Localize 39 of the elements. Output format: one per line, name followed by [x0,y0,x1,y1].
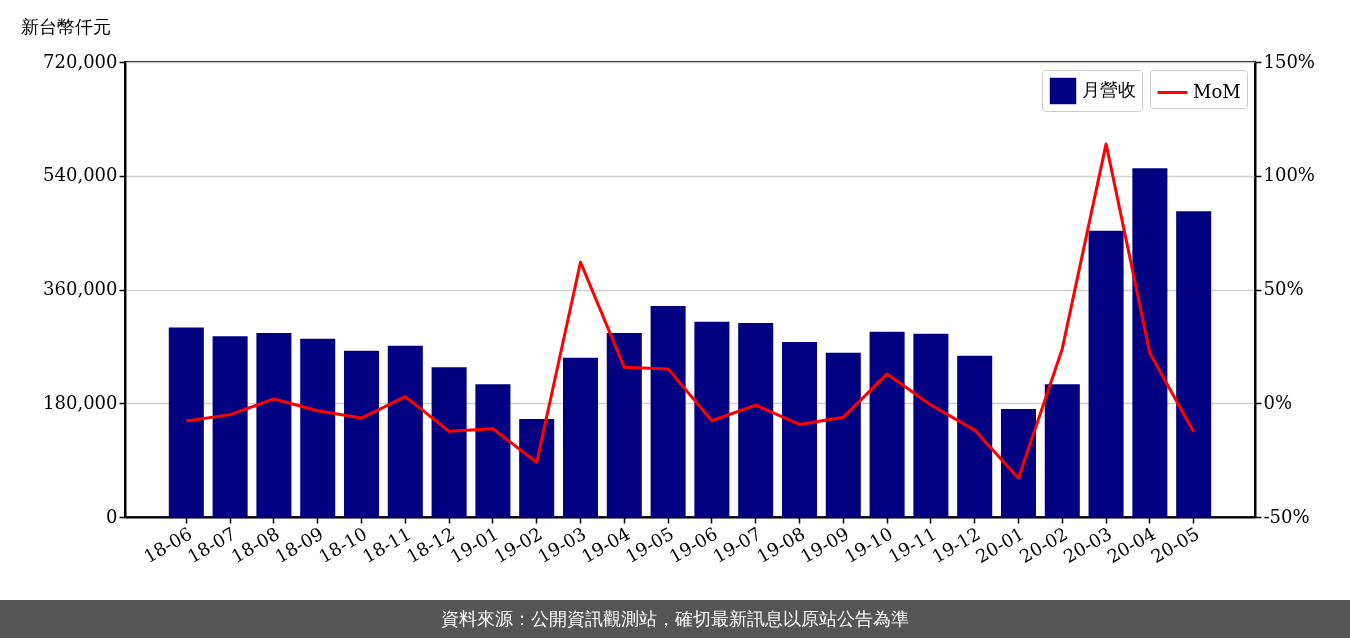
y-tick-label: 540,000 [43,164,118,186]
bar [781,341,818,517]
bar [562,357,599,517]
y-tick-label: 360,000 [43,278,118,299]
legend-label: 月營收 [1082,79,1136,100]
bar [300,338,336,517]
bar [606,333,642,517]
bar [256,333,292,517]
bar [957,355,993,517]
y2-tick-label: 0% [1263,391,1293,413]
y2-tick-label: 50% [1263,278,1304,299]
bar [1044,384,1080,517]
line-series [184,142,1196,480]
source-note: 資料來源：公開資訊觀測站，確切最新訊息以原站公告為準 [441,607,909,631]
bar [1176,211,1212,517]
bar [343,350,380,517]
y-tick-label: 180,000 [43,391,118,413]
y2-tick-label: 150% [1263,50,1315,72]
bar [431,367,467,517]
bar [1000,408,1037,517]
y2-tick-label: -50% [1263,505,1310,527]
bar [825,352,861,517]
y2-tick-label: 100% [1263,164,1315,186]
bar [650,305,686,517]
y-tick-label: 720,000 [43,50,118,72]
bar [212,336,248,517]
y-axis-title: 新台幣仟元 [20,15,111,37]
bar [519,419,555,517]
bar [694,321,730,517]
y-tick-label: 0 [106,505,118,527]
bar [869,331,905,517]
bar [738,322,774,517]
legend-label: MoM [1193,80,1241,102]
bar [1132,168,1168,517]
bar [1088,230,1124,517]
bar [475,384,511,517]
bar [387,345,423,517]
bar [168,327,204,517]
bar [913,333,949,517]
